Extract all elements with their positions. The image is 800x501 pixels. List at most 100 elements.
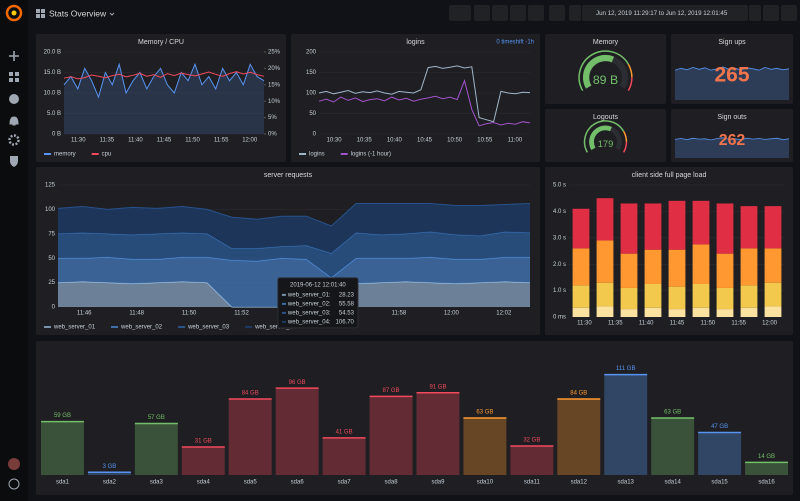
legend-label[interactable]: logins — [309, 152, 325, 158]
panel-title[interactable]: client side full page load — [632, 172, 707, 179]
bar-segment — [692, 284, 710, 308]
y2-tick-label: 5% — [268, 115, 277, 121]
grafana-logo[interactable] — [5, 4, 23, 22]
y-tick-label: 125 — [45, 183, 56, 189]
bar-value-label: 31 GB — [195, 439, 212, 445]
bar-segment — [572, 307, 590, 317]
bar-segment — [668, 309, 686, 317]
x-tick-label: 11:40 — [639, 321, 654, 327]
x-tick-label: 11:58 — [392, 311, 407, 317]
y-tick-label: 200 — [306, 50, 317, 56]
gauge-value-label: 89 B — [593, 73, 618, 87]
x-tick-label: 11:55 — [731, 321, 746, 327]
share-button[interactable] — [492, 5, 508, 21]
add-panel-button[interactable] — [449, 5, 471, 21]
x-tick-label: 12:00 — [242, 138, 258, 144]
bar-category-label: sda5 — [244, 480, 258, 486]
panel-title[interactable]: Memory — [593, 39, 619, 46]
bar-value-label: 96 GB — [289, 380, 306, 386]
bar-segment — [764, 282, 782, 307]
panel-title[interactable]: Sign ups — [718, 39, 746, 46]
legend-label[interactable]: web_server_04 — [254, 325, 297, 331]
help-icon[interactable] — [8, 478, 20, 490]
x-tick-label: 12:00 — [762, 321, 778, 327]
user-avatar[interactable] — [8, 458, 20, 470]
time-range[interactable]: Jun 12, 2019 11:29:17 to Jun 12, 2019 12… — [596, 10, 728, 17]
refresh-button[interactable] — [781, 5, 797, 21]
zoom-out-button[interactable] — [763, 5, 779, 21]
bar-category-label: sda8 — [385, 480, 399, 486]
bar-segment — [692, 244, 710, 284]
y-tick-label: 0 — [313, 132, 317, 138]
bar-segment — [692, 200, 710, 245]
bar-value-label: 84 GB — [570, 391, 587, 397]
legend-label[interactable]: memory — [54, 152, 76, 158]
bar-category-label: sda4 — [197, 480, 211, 486]
bar-segment — [716, 309, 734, 317]
bar-category-label: sda3 — [150, 480, 164, 486]
bar-value-label: 63 GB — [476, 410, 493, 416]
admin-icon[interactable] — [10, 156, 18, 167]
config-icon[interactable] — [8, 134, 20, 146]
y-tick-label: 5.0 B — [47, 111, 61, 117]
alerting-icon[interactable] — [9, 116, 19, 126]
panel — [545, 34, 666, 104]
x-tick-label: 11:50 — [185, 138, 200, 144]
bar-segment — [620, 287, 638, 310]
panel-title[interactable]: server requests — [264, 172, 313, 179]
panel-title[interactable]: Sign outs — [717, 114, 747, 121]
bar-category-label: sda7 — [338, 480, 352, 486]
panel-title[interactable]: logins — [406, 39, 425, 46]
bar-category-label: sda12 — [571, 480, 588, 486]
bar-value-label: 84 GB — [242, 391, 259, 397]
bar-segment — [764, 206, 782, 249]
save-button[interactable] — [510, 5, 526, 21]
panel — [545, 109, 666, 162]
x-tick-label: 11:46 — [77, 311, 92, 317]
legend-label[interactable]: cpu — [102, 152, 112, 158]
star-button[interactable] — [474, 5, 490, 21]
legend-label[interactable]: web_server_02 — [120, 325, 163, 331]
legend-label[interactable]: web_server_03 — [187, 325, 230, 331]
y-tick-label: 100 — [45, 207, 56, 213]
dashboard-title[interactable]: Stats Overview — [49, 8, 107, 18]
sidebar — [0, 0, 28, 501]
bar — [228, 399, 272, 475]
settings-button[interactable] — [528, 5, 544, 21]
bar-segment — [692, 307, 710, 317]
annotation: 0 timeshift -1h — [496, 40, 534, 46]
legend-label[interactable]: web_server_01 — [53, 325, 96, 331]
gauge-threshold — [622, 131, 628, 142]
bar — [181, 446, 225, 475]
dashboards-icon[interactable] — [9, 72, 19, 82]
bar-segment — [716, 253, 734, 288]
time-forward-button[interactable] — [749, 5, 761, 21]
panel-title[interactable]: Logouts — [593, 114, 618, 121]
time-picker[interactable] — [582, 5, 748, 21]
explore-icon[interactable] — [9, 94, 19, 104]
x-tick-label: 11:48 — [129, 311, 144, 317]
x-tick-label: 11:52 — [234, 311, 249, 317]
tooltip-value: 106.70 — [336, 319, 355, 325]
tv-mode-button[interactable] — [549, 5, 565, 21]
bar-category-label: sda16 — [758, 480, 775, 486]
bar-segment — [668, 249, 686, 287]
y2-tick-label: 15% — [268, 82, 281, 88]
bar-value-label: 32 GB — [523, 438, 540, 444]
bar-value-label: 63 GB — [664, 410, 681, 416]
series-line — [63, 62, 265, 99]
bar-segment — [644, 203, 662, 250]
bar — [463, 418, 507, 475]
gauge-value-label: 179 — [598, 139, 614, 149]
x-tick-label: 11:45 — [157, 138, 172, 144]
panel-title[interactable]: Memory / CPU — [138, 39, 184, 46]
gauge-threshold — [578, 50, 630, 91]
legend-label[interactable]: logins (-1 hour) — [351, 152, 391, 158]
title-caret[interactable] — [109, 12, 115, 16]
create-icon[interactable] — [9, 51, 19, 61]
bar-value-label: 47 GB — [711, 424, 728, 430]
bar-value-label: 57 GB — [148, 415, 165, 421]
y2-tick-label: 0% — [268, 132, 277, 138]
time-back-button[interactable] — [569, 5, 581, 21]
bar-segment — [740, 248, 758, 286]
